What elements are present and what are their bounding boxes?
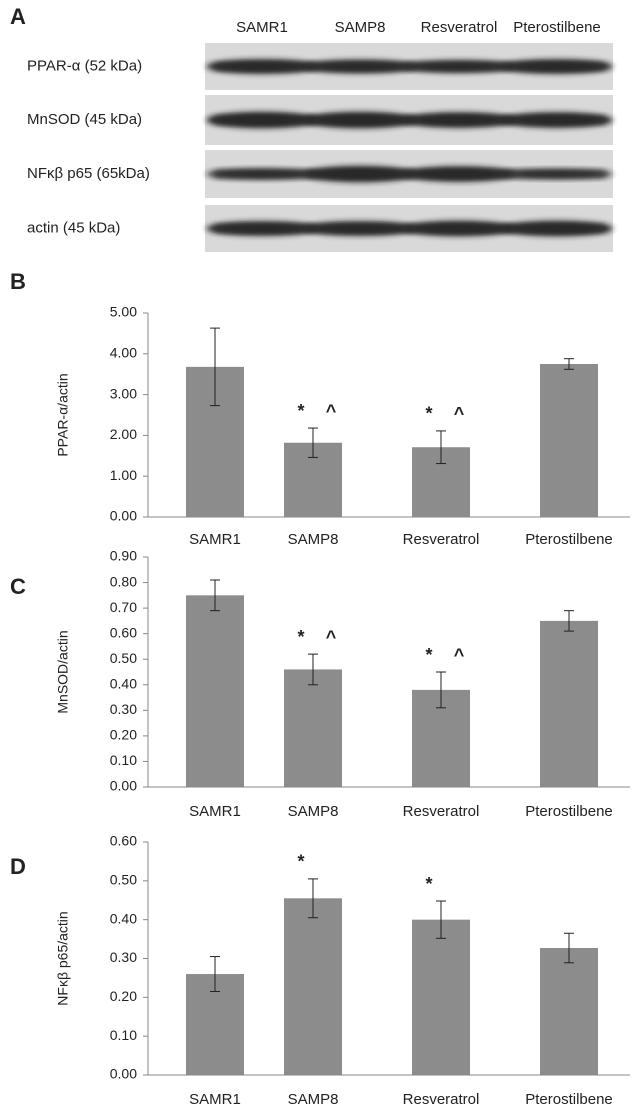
panel-label: A	[10, 4, 26, 29]
y-tick-label: 0.60	[110, 624, 137, 640]
y-tick-label: 0.30	[110, 701, 137, 717]
significance-mark: *	[425, 874, 432, 894]
significance-mark: *	[425, 645, 432, 665]
y-tick-label: 0.00	[110, 1066, 137, 1082]
x-tick-label: SAMP8	[288, 803, 339, 820]
x-tick-label: Pterostilbene	[525, 531, 613, 548]
band-link	[215, 62, 605, 71]
y-tick-label: 0.10	[110, 752, 137, 768]
y-tick-label: 0.00	[110, 508, 137, 524]
x-tick-label: Pterostilbene	[525, 803, 613, 820]
x-tick-label: Resveratrol	[403, 1091, 480, 1108]
bar	[284, 898, 342, 1075]
y-tick-label: 0.40	[110, 910, 137, 926]
x-tick-label: SAMR1	[189, 531, 241, 548]
y-axis-label: MnSOD/actin	[55, 630, 71, 713]
row-label: actin (45 kDa)	[27, 219, 120, 236]
y-tick-label: 0.70	[110, 599, 137, 615]
y-tick-label: 2.00	[110, 426, 137, 442]
lane-label: Resveratrol	[421, 19, 498, 36]
y-tick-label: 0.50	[110, 872, 137, 888]
significance-mark: ^	[326, 401, 337, 421]
y-tick-label: 0.20	[110, 727, 137, 743]
y-tick-label: 3.00	[110, 385, 137, 401]
y-tick-label: 4.00	[110, 345, 137, 361]
row-label: PPAR-α (52 kDa)	[27, 57, 142, 74]
band-link	[215, 170, 605, 178]
band-link	[215, 224, 605, 233]
bar	[540, 948, 598, 1075]
y-tick-label: 0.40	[110, 675, 137, 691]
y-tick-label: 0.00	[110, 778, 137, 794]
band-link	[215, 116, 605, 124]
bar	[284, 669, 342, 787]
x-tick-label: Resveratrol	[403, 531, 480, 548]
y-tick-label: 0.20	[110, 988, 137, 1004]
panel-label: C	[10, 574, 26, 599]
y-tick-label: 5.00	[110, 304, 137, 320]
y-tick-label: 0.60	[110, 833, 137, 849]
y-axis-label: NFκβ p65/actin	[55, 911, 71, 1005]
lane-label: SAMR1	[236, 19, 288, 36]
panel-label: B	[10, 269, 26, 294]
row-label: NFκβ p65 (65kDa)	[27, 165, 150, 182]
x-tick-label: SAMP8	[288, 531, 339, 548]
y-tick-label: 1.00	[110, 467, 137, 483]
significance-mark: *	[297, 627, 304, 647]
y-axis-label: PPAR-α/actin	[55, 373, 71, 456]
y-tick-label: 0.10	[110, 1027, 137, 1043]
bar	[412, 919, 470, 1075]
significance-mark: ^	[454, 645, 465, 665]
y-tick-label: 0.80	[110, 573, 137, 589]
x-tick-label: Resveratrol	[403, 803, 480, 820]
y-tick-label: 0.90	[110, 548, 137, 564]
row-label: MnSOD (45 kDa)	[27, 111, 142, 128]
significance-mark: *	[297, 401, 304, 421]
bar	[186, 595, 244, 787]
lane-label: SAMP8	[335, 19, 386, 36]
bar	[540, 364, 598, 517]
y-tick-label: 0.30	[110, 949, 137, 965]
x-tick-label: SAMR1	[189, 803, 241, 820]
significance-mark: *	[425, 404, 432, 424]
x-tick-label: Pterostilbene	[525, 1091, 613, 1108]
significance-mark: ^	[326, 627, 337, 647]
x-tick-label: SAMP8	[288, 1091, 339, 1108]
x-tick-label: SAMR1	[189, 1091, 241, 1108]
panel-label: D	[10, 854, 26, 879]
significance-mark: *	[297, 852, 304, 872]
y-tick-label: 0.50	[110, 650, 137, 666]
bar	[540, 620, 598, 787]
significance-mark: ^	[454, 404, 465, 424]
lane-label: Pterostilbene	[513, 19, 601, 36]
